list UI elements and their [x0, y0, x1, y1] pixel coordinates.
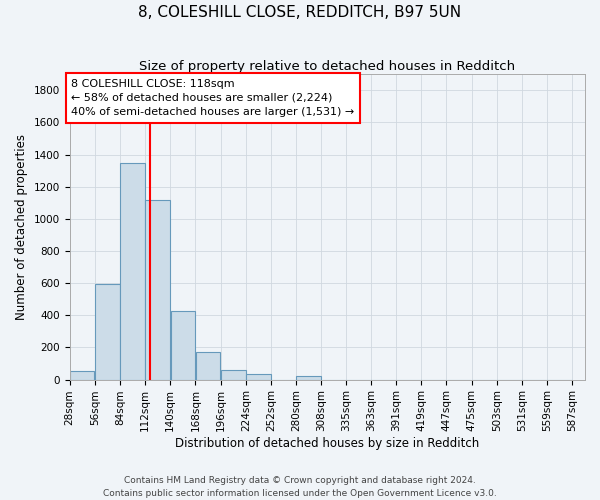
X-axis label: Distribution of detached houses by size in Redditch: Distribution of detached houses by size … — [175, 437, 479, 450]
Bar — [196, 352, 220, 380]
Bar — [221, 370, 245, 380]
Title: Size of property relative to detached houses in Redditch: Size of property relative to detached ho… — [139, 60, 515, 73]
Bar — [246, 374, 271, 380]
Bar — [145, 200, 170, 380]
Text: 8 COLESHILL CLOSE: 118sqm
← 58% of detached houses are smaller (2,224)
40% of se: 8 COLESHILL CLOSE: 118sqm ← 58% of detac… — [71, 79, 355, 117]
Bar — [170, 312, 195, 380]
Text: Contains HM Land Registry data © Crown copyright and database right 2024.
Contai: Contains HM Land Registry data © Crown c… — [103, 476, 497, 498]
Bar — [296, 376, 321, 380]
Bar — [70, 371, 94, 380]
Y-axis label: Number of detached properties: Number of detached properties — [15, 134, 28, 320]
Bar — [120, 162, 145, 380]
Bar — [95, 284, 119, 380]
Text: 8, COLESHILL CLOSE, REDDITCH, B97 5UN: 8, COLESHILL CLOSE, REDDITCH, B97 5UN — [139, 5, 461, 20]
